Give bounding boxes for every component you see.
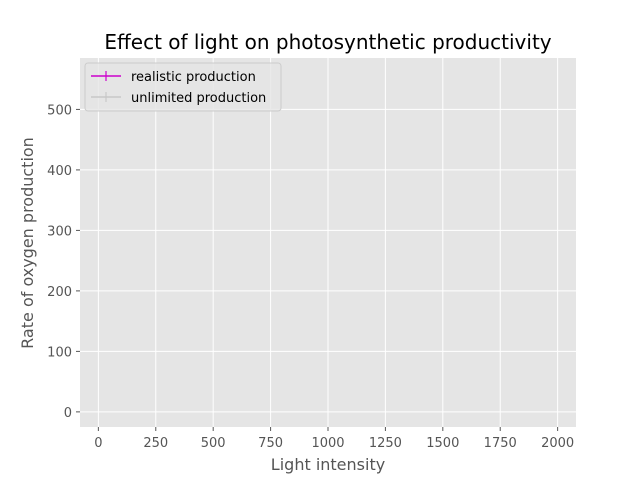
x-tick-label: 1000 bbox=[311, 436, 344, 451]
legend: realistic production unlimited productio… bbox=[84, 62, 282, 112]
x-tick-label: 0 bbox=[94, 436, 102, 451]
legend-label-unlimited: unlimited production bbox=[131, 91, 266, 106]
y-tick-label: 0 bbox=[64, 406, 72, 421]
x-axis-label: Light intensity bbox=[271, 455, 385, 474]
x-tick-label: 1750 bbox=[484, 436, 517, 451]
y-axis-ticks: 0 100 200 300 400 500 bbox=[47, 103, 80, 421]
x-axis-ticks: 0 250 500 750 1000 1250 1500 1750 2000 bbox=[94, 427, 574, 451]
y-tick-label: 500 bbox=[47, 103, 72, 118]
y-tick-label: 400 bbox=[47, 164, 72, 179]
x-tick-label: 1250 bbox=[369, 436, 402, 451]
legend-label-realistic: realistic production bbox=[131, 70, 256, 85]
x-tick-label: 250 bbox=[143, 436, 168, 451]
x-tick-label: 500 bbox=[201, 436, 226, 451]
legend-item-unlimited: unlimited production bbox=[91, 91, 266, 106]
y-axis-label: Rate of oxygen production bbox=[18, 137, 37, 349]
chart-title: Effect of light on photosynthetic produc… bbox=[104, 30, 551, 54]
legend-item-realistic: realistic production bbox=[91, 70, 256, 85]
x-tick-label: 750 bbox=[258, 436, 283, 451]
grid-lines bbox=[80, 58, 576, 427]
y-tick-label: 100 bbox=[47, 345, 72, 360]
x-tick-label: 1500 bbox=[426, 436, 459, 451]
y-tick-label: 200 bbox=[47, 285, 72, 300]
y-tick-label: 300 bbox=[47, 224, 72, 239]
legend-box bbox=[84, 62, 282, 112]
x-tick-label: 2000 bbox=[541, 436, 574, 451]
